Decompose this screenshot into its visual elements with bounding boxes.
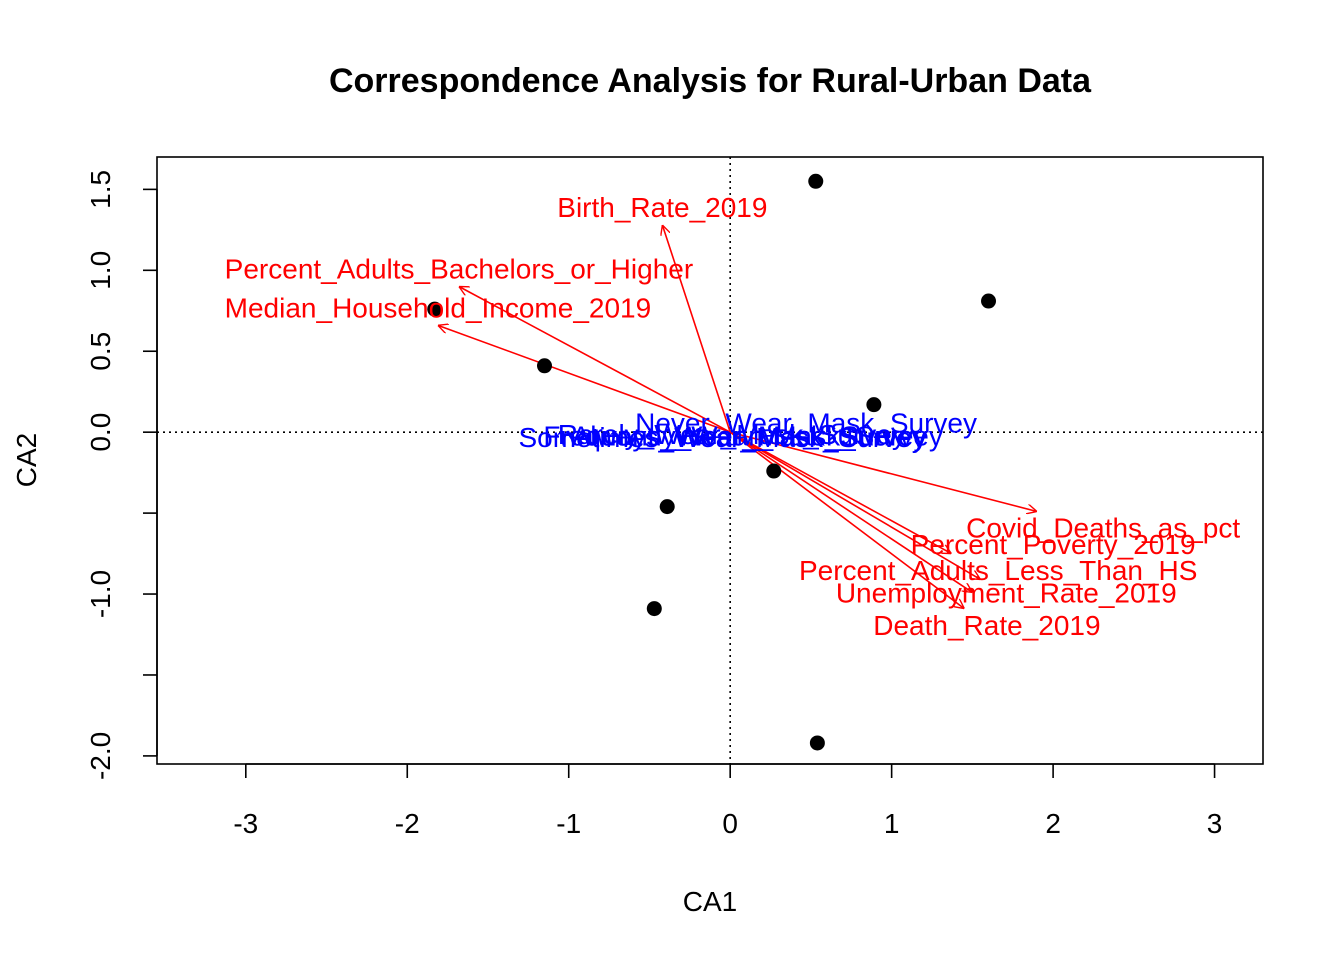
- arrow-label: Percent_Adults_Bachelors_or_Higher: [225, 254, 694, 285]
- variable-arrow: [729, 431, 951, 553]
- variable-arrow: [438, 325, 731, 433]
- y-axis-title: CA2: [11, 433, 42, 487]
- y-tick-label: 0.5: [85, 332, 116, 371]
- arrow-label: Death_Rate_2019: [873, 610, 1100, 641]
- arrow-label: Percent_Adults_Less_Than_HS: [799, 555, 1197, 586]
- x-tick-label: 0: [722, 808, 738, 839]
- y-tick-label: -1.0: [85, 570, 116, 618]
- x-tick-label: 3: [1207, 808, 1223, 839]
- arrow-label: Percent_Poverty_2019: [911, 529, 1196, 560]
- x-axis: -3 -2 -1 0 1 2 3: [233, 763, 1223, 839]
- x-axis-title: CA1: [683, 886, 737, 917]
- variable-arrow: [662, 225, 731, 433]
- column-label: Sometimes_Wear_Mask_Survey: [519, 422, 926, 453]
- row-point: [809, 735, 825, 751]
- x-tick-label: -1: [556, 808, 581, 839]
- row-point: [537, 358, 553, 374]
- variable-arrow: [729, 431, 964, 608]
- x-tick-label: 1: [884, 808, 900, 839]
- row-points: [427, 173, 997, 751]
- y-tick-label: 0.0: [85, 413, 116, 452]
- row-point: [981, 293, 997, 309]
- reference-lines: [157, 157, 1263, 764]
- x-tick-label: -2: [395, 808, 420, 839]
- y-tick-label: 1.0: [85, 251, 116, 290]
- row-point: [866, 397, 882, 413]
- y-axis: -2.0 -1.0 0.0 0.5 1.0 1.5: [85, 170, 158, 780]
- arrow-label: Unemployment_Rate_2019: [836, 577, 1177, 608]
- variable-arrow: [729, 431, 972, 592]
- x-tick-label: -3: [233, 808, 258, 839]
- column-label: Frequently_Wear_Mask_Survey: [543, 420, 942, 451]
- column-label: Never_Wear_Mask_Survey: [635, 407, 977, 438]
- row-point: [659, 499, 675, 515]
- plot-frame: [156, 156, 1264, 765]
- variable-arrow: [729, 431, 1037, 511]
- arrow-label: Birth_Rate_2019: [557, 192, 767, 223]
- variable-arrows: [438, 225, 1037, 609]
- row-point: [766, 463, 782, 479]
- column-label: Always_Wear_Mask_Survey: [572, 420, 928, 451]
- arrow-label: Median_Household_Income_2019: [225, 293, 652, 324]
- row-point: [808, 173, 824, 189]
- variable-arrow: [729, 431, 980, 579]
- chart-title: Correspondence Analysis for Rural-Urban …: [329, 62, 1092, 100]
- column-labels: Never_Wear_Mask_SurveyRarely_Wear_Mask_S…: [519, 407, 977, 453]
- column-label: Rarely_Wear_Mask_Survey: [558, 419, 906, 450]
- row-point: [646, 601, 662, 617]
- arrow-labels: Birth_Rate_2019 Percent_Adults_Bachelors_…: [225, 192, 1241, 641]
- x-tick-label: 2: [1045, 808, 1061, 839]
- y-tick-label: -2.0: [85, 732, 116, 780]
- row-point: [427, 301, 443, 317]
- variable-arrow: [459, 286, 731, 433]
- arrow-label: Covid_Deaths_as_pct: [966, 513, 1240, 544]
- y-tick-label: 1.5: [85, 170, 116, 209]
